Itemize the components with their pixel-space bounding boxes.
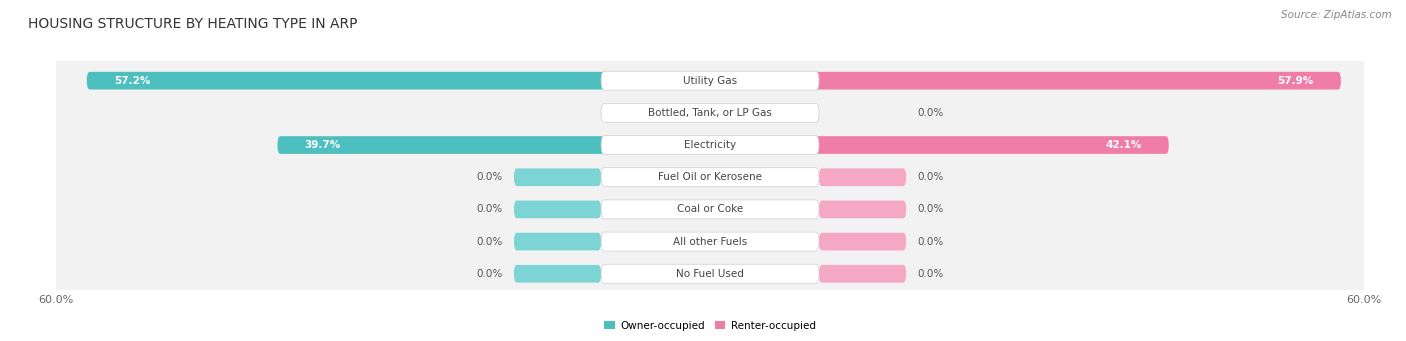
FancyBboxPatch shape (53, 184, 1367, 235)
FancyBboxPatch shape (53, 248, 1367, 299)
Text: Utility Gas: Utility Gas (683, 76, 737, 86)
FancyBboxPatch shape (602, 200, 818, 219)
FancyBboxPatch shape (53, 119, 1367, 171)
Text: Electricity: Electricity (683, 140, 737, 150)
Text: 0.0%: 0.0% (917, 269, 943, 279)
Text: No Fuel Used: No Fuel Used (676, 269, 744, 279)
FancyBboxPatch shape (602, 168, 818, 187)
FancyBboxPatch shape (515, 265, 602, 283)
Text: All other Fuels: All other Fuels (673, 237, 747, 247)
Text: 3.0%: 3.0% (640, 108, 666, 118)
FancyBboxPatch shape (602, 232, 818, 251)
Text: 0.0%: 0.0% (477, 204, 503, 214)
FancyBboxPatch shape (678, 104, 710, 122)
FancyBboxPatch shape (602, 264, 818, 283)
FancyBboxPatch shape (53, 55, 1367, 106)
Text: 57.2%: 57.2% (114, 76, 150, 86)
FancyBboxPatch shape (53, 216, 1367, 267)
FancyBboxPatch shape (602, 103, 818, 122)
FancyBboxPatch shape (710, 72, 1341, 90)
Text: 0.0%: 0.0% (477, 269, 503, 279)
Text: 0.0%: 0.0% (477, 172, 503, 182)
FancyBboxPatch shape (818, 233, 905, 250)
FancyBboxPatch shape (515, 168, 602, 186)
Text: 0.0%: 0.0% (917, 237, 943, 247)
Text: 39.7%: 39.7% (305, 140, 340, 150)
FancyBboxPatch shape (602, 136, 818, 154)
Text: 0.0%: 0.0% (917, 204, 943, 214)
Text: 0.0%: 0.0% (477, 237, 503, 247)
FancyBboxPatch shape (710, 136, 1168, 154)
FancyBboxPatch shape (53, 151, 1367, 203)
FancyBboxPatch shape (818, 168, 905, 186)
FancyBboxPatch shape (53, 87, 1367, 138)
FancyBboxPatch shape (87, 72, 710, 90)
Text: HOUSING STRUCTURE BY HEATING TYPE IN ARP: HOUSING STRUCTURE BY HEATING TYPE IN ARP (28, 17, 357, 31)
FancyBboxPatch shape (515, 201, 602, 218)
FancyBboxPatch shape (277, 136, 710, 154)
Text: Source: ZipAtlas.com: Source: ZipAtlas.com (1281, 10, 1392, 20)
Text: 0.0%: 0.0% (917, 172, 943, 182)
Text: 42.1%: 42.1% (1105, 140, 1142, 150)
Text: Fuel Oil or Kerosene: Fuel Oil or Kerosene (658, 172, 762, 182)
Text: 57.9%: 57.9% (1278, 76, 1313, 86)
FancyBboxPatch shape (515, 233, 602, 250)
FancyBboxPatch shape (818, 265, 905, 283)
Text: 0.0%: 0.0% (917, 108, 943, 118)
Legend: Owner-occupied, Renter-occupied: Owner-occupied, Renter-occupied (600, 316, 820, 335)
FancyBboxPatch shape (818, 201, 905, 218)
Text: Bottled, Tank, or LP Gas: Bottled, Tank, or LP Gas (648, 108, 772, 118)
Text: Coal or Coke: Coal or Coke (676, 204, 744, 214)
FancyBboxPatch shape (602, 71, 818, 90)
